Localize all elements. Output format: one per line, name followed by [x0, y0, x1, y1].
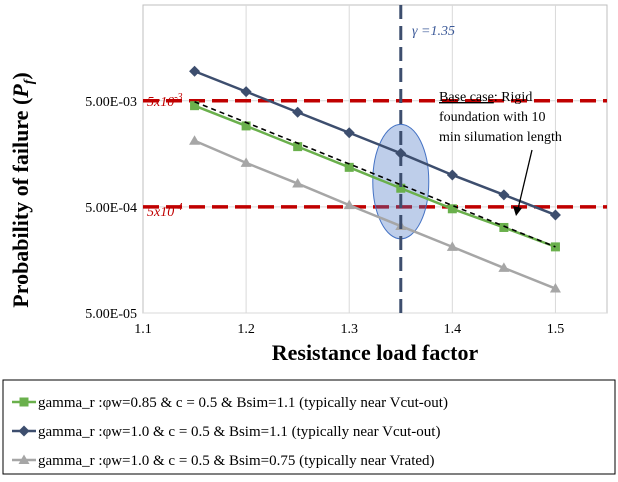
data-point-diamond: [498, 189, 510, 201]
data-point-triangle: [446, 241, 458, 251]
data-point-triangle: [549, 283, 561, 293]
legend-entries: gamma_r :φw=0.85 & c = 0.5 & Bsim=1.1 (t…: [12, 395, 448, 469]
data-point-diamond: [240, 86, 252, 98]
annotation-rest: : Rigid: [494, 90, 533, 105]
y-axis-title-close: ): [8, 72, 33, 79]
annotation-line-1: Base case: Rigid: [439, 90, 532, 105]
legend-label: gamma_r :φw=1.0 & c = 0.5 & Bsim=1.1 (ty…: [38, 424, 440, 440]
base-case-line: [194, 101, 556, 248]
annotation-line-2: foundation with 10: [439, 110, 546, 125]
y-axis-title-subscript: f: [22, 78, 37, 84]
data-point-triangle: [292, 178, 304, 188]
gamma-label: γ =1.35: [412, 24, 455, 39]
legend-label: gamma_r :φw=1.0 & c = 0.5 & Bsim=0.75 (t…: [38, 453, 435, 469]
reference-label-5e-3: 5x10-3: [147, 92, 183, 110]
y-axis-title-main: Probability of failure (: [8, 98, 33, 308]
reference-label-base: 5x10: [147, 95, 174, 110]
reference-label-exponent: -3: [174, 92, 182, 103]
data-point-diamond: [18, 425, 30, 437]
data-point-triangle: [343, 199, 355, 210]
y-axis-title-symbol: P: [8, 84, 33, 99]
y-tick-label: 5.00E-05: [85, 307, 137, 322]
annotation-underlined: Base case: [439, 90, 494, 105]
y-tick-label: 5.00E-04: [85, 201, 137, 216]
tick-labels-layer: 1.1 1.2 1.3 1.4 1.5 5.00E-05 5.00E-04 5.00E-03: [85, 95, 564, 337]
data-point-square: [499, 222, 509, 232]
data-point-square: [447, 204, 457, 214]
data-point-square: [19, 397, 29, 407]
data-point-diamond: [292, 106, 304, 118]
x-tick-label: 1.1: [134, 322, 152, 337]
data-point-square: [293, 142, 303, 152]
legend-box: [2, 379, 616, 475]
data-point-triangle: [240, 157, 252, 167]
data-point-diamond: [343, 127, 355, 139]
reference-label-exponent: -4: [174, 202, 182, 213]
annotation-arrow: [517, 149, 533, 210]
data-point-diamond: [189, 65, 201, 77]
annotation-arrowhead: [513, 206, 522, 216]
data-point-triangle: [18, 454, 30, 464]
legend-label: gamma_r :φw=0.85 & c = 0.5 & Bsim=1.1 (t…: [38, 395, 448, 411]
data-point-square: [190, 101, 200, 111]
data-point-diamond: [446, 169, 458, 181]
y-tick-label: 5.00E-03: [85, 95, 137, 110]
reference-label-base: 5x10: [147, 205, 174, 220]
base-case-annotation: Base case: Rigid foundation with 10 min …: [439, 90, 562, 216]
series-line-2: [194, 139, 556, 290]
series-line-0: [194, 104, 556, 249]
data-point-square: [344, 162, 354, 172]
x-tick-label: 1.2: [237, 322, 255, 337]
data-point-triangle: [498, 262, 510, 272]
reference-lines-layer: [143, 99, 607, 209]
x-tick-label: 1.4: [444, 322, 462, 337]
data-point-square: [241, 121, 251, 131]
data-point-diamond: [549, 209, 561, 221]
x-axis-title: Resistance load factor: [272, 340, 479, 365]
x-tick-label: 1.3: [340, 322, 358, 337]
series-line-1: [194, 70, 556, 217]
data-point-triangle: [189, 135, 201, 145]
legend: gamma_r :φw=0.85 & c = 0.5 & Bsim=1.1 (t…: [2, 379, 616, 475]
x-tick-label: 1.5: [547, 322, 565, 337]
reference-label-5e-4: 5x10-4: [147, 202, 183, 220]
annotation-line-3: min silumation length: [439, 130, 562, 145]
data-point-square: [396, 183, 406, 193]
y-axis-title: Probability of failure (Pf): [8, 72, 37, 307]
